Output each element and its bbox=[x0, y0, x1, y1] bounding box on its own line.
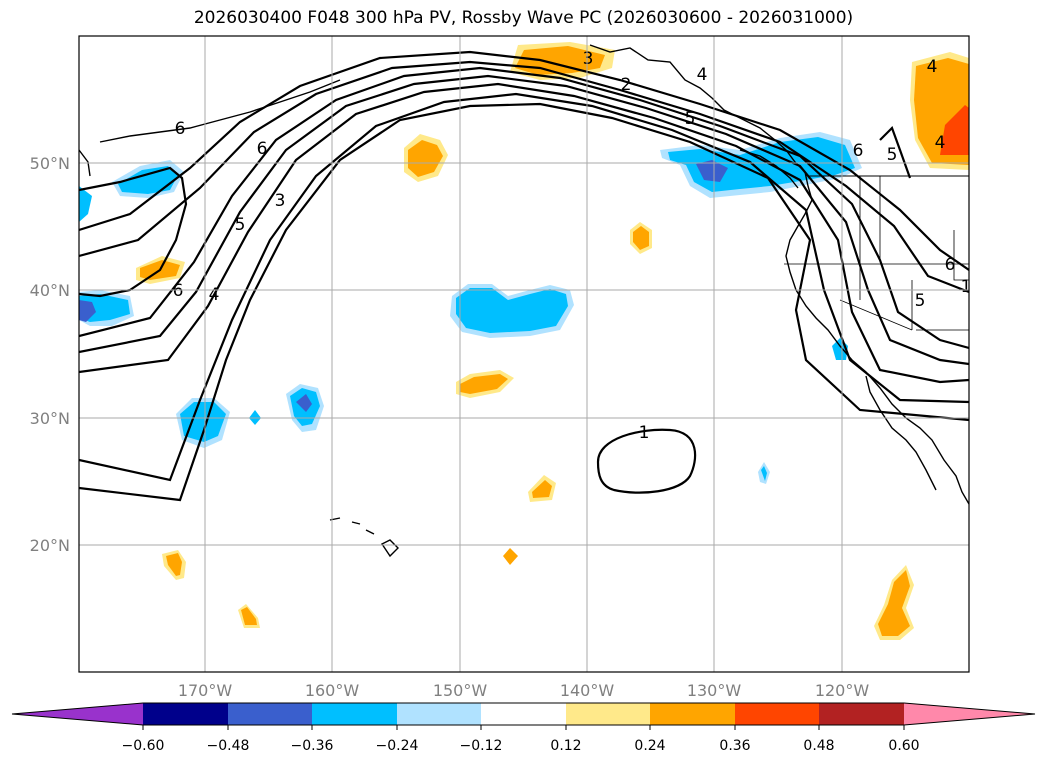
contour-label: 5 bbox=[887, 145, 898, 165]
colorbar-tick-label: 0.48 bbox=[803, 738, 834, 754]
coastline-aleutians bbox=[99, 79, 341, 143]
contour-label: 4 bbox=[209, 285, 220, 305]
map-area: 6 5 4 3 2 1 6 6 3 4 5 6 4 4 1 5 5 6 bbox=[79, 36, 972, 672]
pv-contour-trough-2 bbox=[79, 60, 969, 294]
colorbar-tick-label: 0.60 bbox=[888, 738, 919, 754]
colorbar-segment bbox=[566, 703, 650, 725]
pv-contour-trough-1 bbox=[79, 50, 969, 271]
colorbar-segment bbox=[481, 703, 566, 725]
anomaly-negative-west-edge bbox=[79, 186, 92, 222]
coastline-nw-edge bbox=[79, 149, 91, 177]
anomaly-positive-146w bbox=[503, 548, 518, 565]
contour-label: 5 bbox=[685, 109, 696, 129]
coastline-hawaii bbox=[329, 517, 399, 558]
colorbar-tick-label: −0.36 bbox=[291, 738, 334, 754]
gridlines bbox=[79, 36, 969, 672]
contour-label: 6 bbox=[257, 139, 268, 159]
border-states bbox=[784, 176, 969, 331]
contour-label: 5 bbox=[915, 291, 926, 311]
pv-contour-trough-4 bbox=[79, 74, 969, 366]
contour-label: 3 bbox=[275, 191, 286, 211]
colorbar-tick-label: 0.24 bbox=[634, 738, 665, 754]
contour-label: 5 bbox=[235, 215, 246, 235]
latitude-label: 40°N bbox=[30, 281, 70, 300]
longitude-label: 140°W bbox=[560, 681, 615, 700]
contour-label: 4 bbox=[927, 57, 938, 77]
longitude-label: 130°W bbox=[687, 681, 742, 700]
map-title: 2026030400 F048 300 hPa PV, Rossby Wave … bbox=[193, 8, 854, 28]
colorbar-segment bbox=[312, 703, 397, 725]
contour-label: 6 bbox=[853, 141, 864, 161]
latitude-label: 20°N bbox=[30, 536, 70, 555]
pv-contour-ne bbox=[879, 126, 912, 179]
contour-label: 6 bbox=[173, 281, 184, 301]
colorbar-segment bbox=[650, 703, 735, 725]
pv-contour-trough-7 bbox=[79, 102, 969, 502]
pv-contour-1-closed bbox=[596, 428, 697, 494]
colorbar-tick-label: −0.48 bbox=[207, 738, 250, 754]
longitude-label: 160°W bbox=[305, 681, 360, 700]
contour-label: 3 bbox=[583, 49, 594, 69]
contour-label: 6 bbox=[945, 255, 956, 275]
colorbar-segment bbox=[735, 703, 819, 725]
colorbar-extend-high bbox=[904, 703, 1035, 725]
colorbar-tick-label: 0.36 bbox=[719, 738, 750, 754]
colorbar-tick-label: −0.24 bbox=[376, 738, 419, 754]
contour-label: 2 bbox=[621, 75, 632, 95]
longitude-label: 170°W bbox=[178, 681, 233, 700]
colorbar-segment bbox=[819, 703, 904, 725]
longitude-axis: 170°W 160°W 150°W 140°W 130°W 120°W bbox=[178, 681, 870, 700]
pv-contours bbox=[79, 50, 969, 502]
latitude-label: 30°N bbox=[30, 409, 70, 428]
longitude-label: 150°W bbox=[433, 681, 488, 700]
latitude-axis: 50°N 40°N 30°N 20°N bbox=[30, 154, 70, 555]
latitude-label: 50°N bbox=[30, 154, 70, 173]
map-frame bbox=[78, 35, 970, 673]
pv-contour-nw bbox=[79, 166, 188, 298]
contour-label: 4 bbox=[697, 65, 708, 85]
pv-contour-trough-6 bbox=[79, 92, 969, 482]
contour-label: 6 bbox=[175, 119, 186, 139]
colorbar-tick-label: 0.12 bbox=[550, 738, 581, 754]
longitude-label: 120°W bbox=[815, 681, 870, 700]
coastline-us-west bbox=[785, 199, 969, 505]
colorbar: −0.60 −0.48 −0.36 −0.24 −0.12 0.12 0.24 … bbox=[11, 702, 1036, 754]
pv-contour-trough-5 bbox=[79, 82, 969, 384]
colorbar-segment bbox=[397, 703, 481, 725]
colorbar-extend-low bbox=[12, 703, 143, 725]
coastline-baja bbox=[865, 375, 937, 491]
contour-labels: 6 5 4 3 2 1 6 6 3 4 5 6 4 4 1 5 5 6 bbox=[173, 49, 972, 443]
colorbar-ticks bbox=[142, 725, 905, 730]
contour-label: 1 bbox=[961, 277, 972, 297]
contour-label: 1 bbox=[639, 423, 650, 443]
colorbar-tick-label: −0.60 bbox=[122, 738, 165, 754]
pv-contour-trough-3 bbox=[79, 66, 969, 350]
colorbar-segment bbox=[228, 703, 312, 725]
colorbar-segment bbox=[143, 703, 228, 725]
colorbar-tick-label: −0.12 bbox=[460, 738, 503, 754]
contour-label: 4 bbox=[935, 133, 946, 153]
